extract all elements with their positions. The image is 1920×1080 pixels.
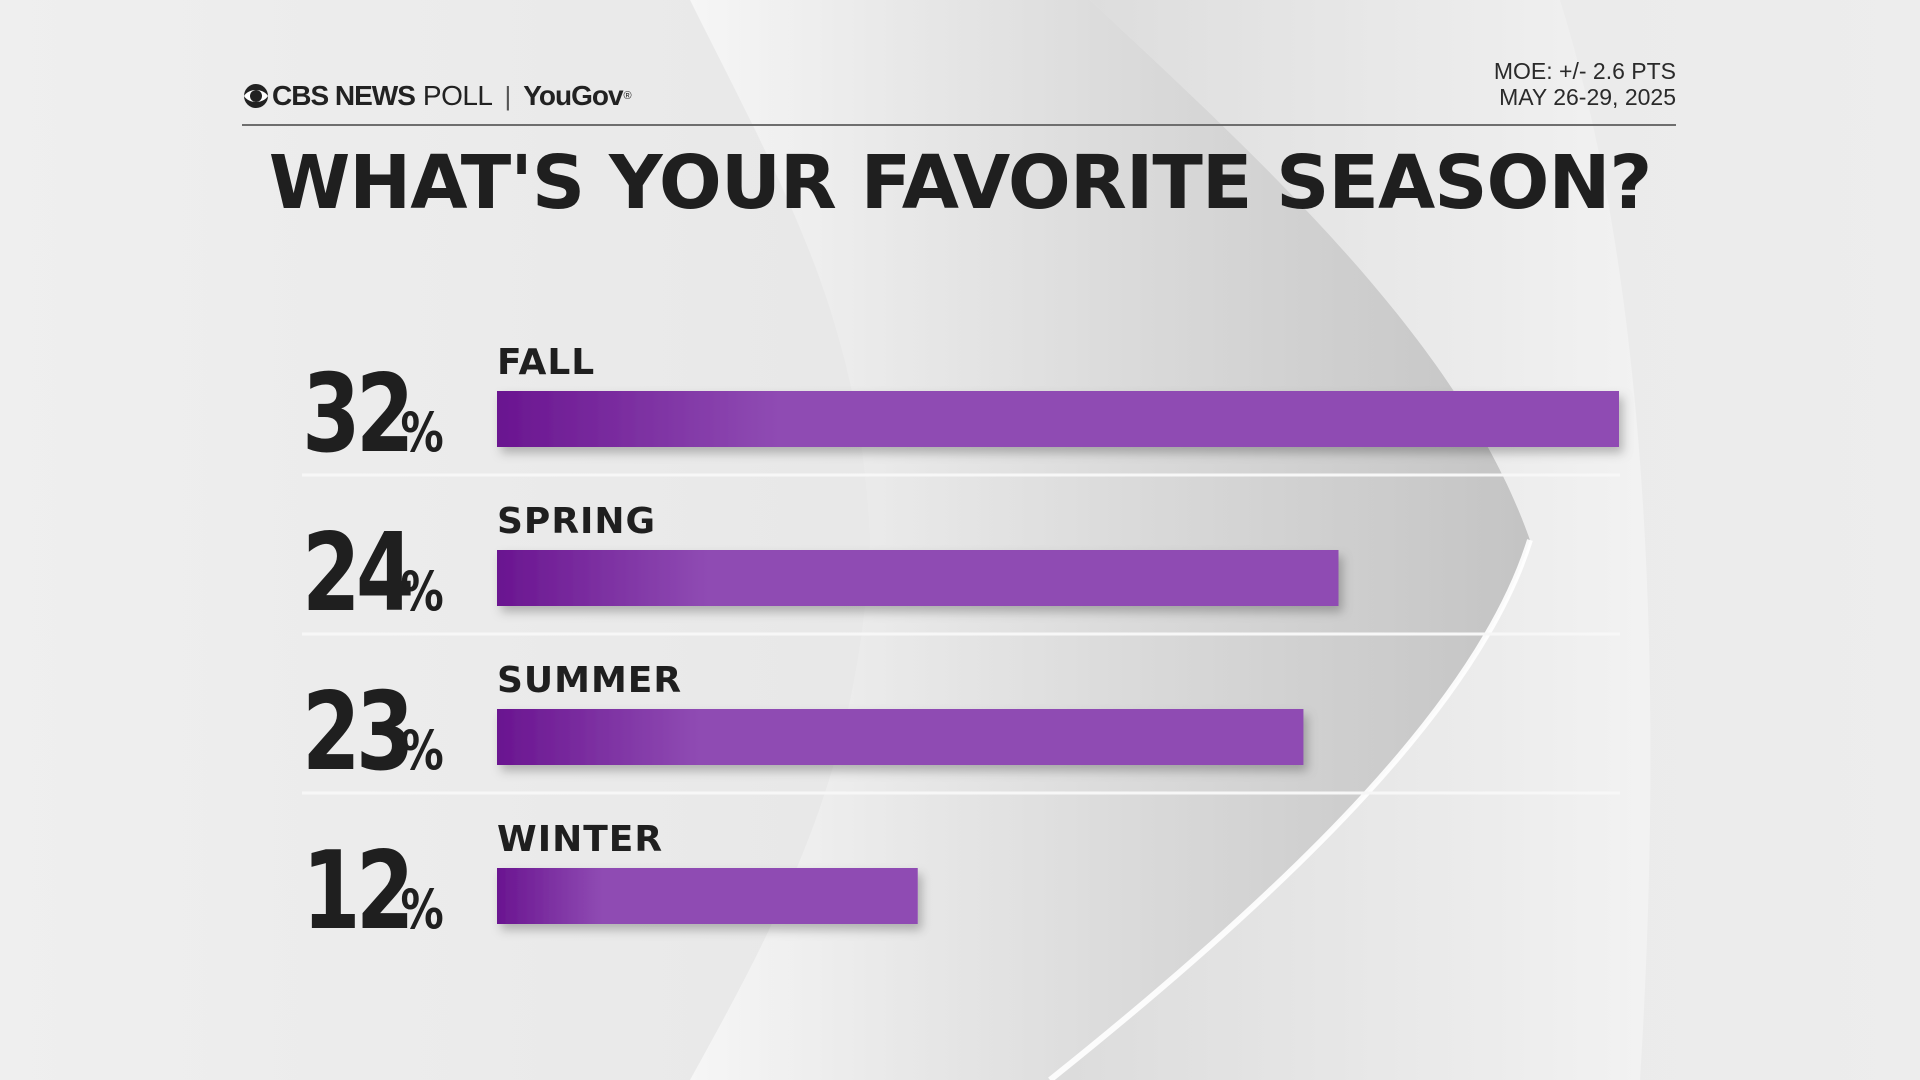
value-label: 24 bbox=[302, 510, 411, 636]
category-label: FALL bbox=[497, 342, 595, 383]
margin-of-error: MOE: +/- 2.6 PTS bbox=[1493, 58, 1676, 84]
bar bbox=[497, 550, 1339, 606]
brand-separator: | bbox=[504, 80, 512, 111]
brand-logo: CBS NEWS POLL | YouGov ® bbox=[242, 80, 632, 112]
chart-title: WHAT'S YOUR FAVORITE SEASON? bbox=[268, 140, 1653, 226]
percent-sign: % bbox=[400, 878, 443, 941]
bar bbox=[497, 391, 1619, 447]
poll-meta: MOE: +/- 2.6 PTS MAY 26-29, 2025 bbox=[1494, 58, 1676, 110]
bar bbox=[497, 868, 918, 924]
category-label: SPRING bbox=[497, 501, 656, 542]
registered-mark-icon: ® bbox=[623, 90, 632, 102]
percent-sign: % bbox=[400, 401, 443, 464]
brand-poll: POLL bbox=[422, 80, 493, 111]
percent-sign: % bbox=[400, 560, 443, 623]
header: CBS NEWS POLL | YouGov ® MOE: +/- 2.6 PT… bbox=[242, 58, 1676, 126]
brand-yougov: YouGov bbox=[523, 80, 623, 111]
category-label: WINTER bbox=[497, 819, 663, 860]
value-label: 32 bbox=[302, 351, 410, 477]
value-label: 12 bbox=[302, 828, 410, 954]
brand-cbs-news: CBS NEWS bbox=[272, 80, 416, 111]
bar bbox=[497, 709, 1304, 765]
percent-sign: % bbox=[400, 719, 443, 782]
cbs-eye-icon bbox=[244, 84, 268, 108]
value-label: 23 bbox=[302, 669, 410, 795]
category-label: SUMMER bbox=[497, 660, 682, 701]
poll-dates: MAY 26-29, 2025 bbox=[1499, 84, 1676, 110]
